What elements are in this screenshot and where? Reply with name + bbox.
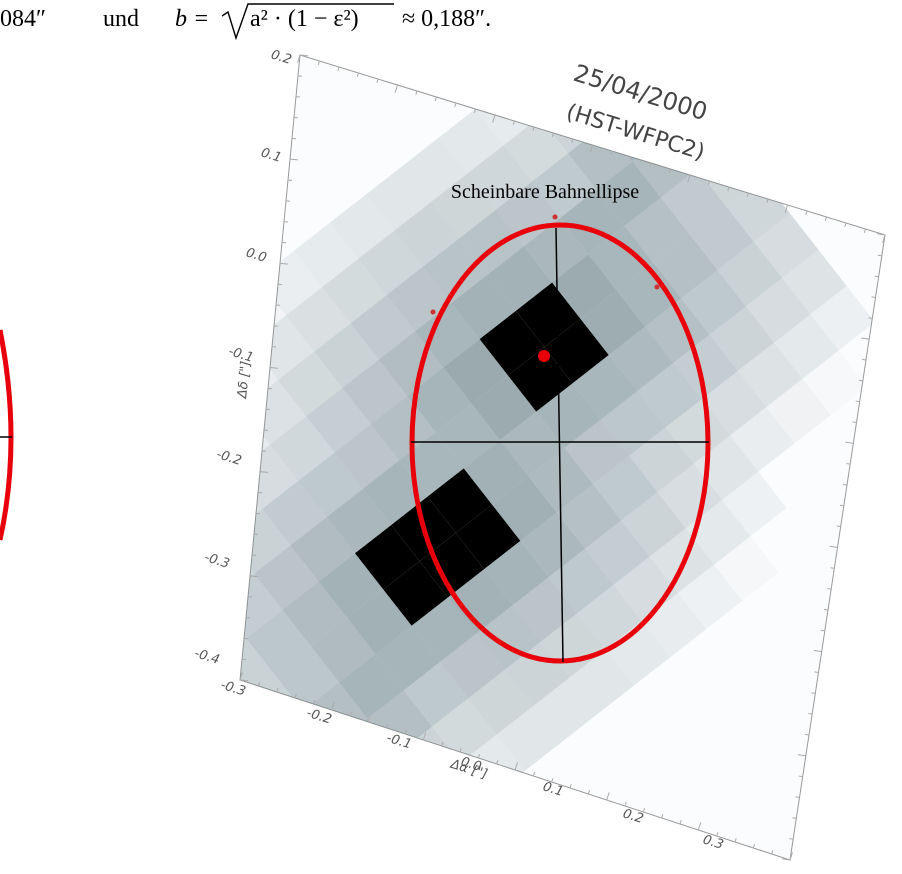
frame-tick bbox=[830, 568, 834, 569]
pixel bbox=[177, 372, 242, 437]
formula-result: ≈ 0,188″. bbox=[402, 6, 491, 32]
page: {"formula": {"prefix": "084″", "conjunct… bbox=[0, 0, 902, 874]
formula-prefix: 084″ bbox=[0, 6, 46, 32]
frame-tick bbox=[875, 276, 879, 277]
frame-tick bbox=[856, 401, 860, 402]
y-tick-label: 0.2 bbox=[269, 47, 293, 67]
figure: 084″ und b = a² · (1 − ε²) ≈ 0,188″. 25/… bbox=[0, 0, 902, 874]
pixel bbox=[125, 529, 190, 594]
frame-tick bbox=[859, 380, 863, 381]
pixel bbox=[198, 473, 263, 538]
frame-tick bbox=[815, 672, 819, 673]
frame-tick bbox=[811, 693, 815, 694]
ellipse-label: Scheinbare Bahnellipse bbox=[451, 181, 639, 203]
frame-tick bbox=[821, 630, 825, 631]
pixel bbox=[584, 0, 649, 61]
formula-conjunction: und bbox=[103, 6, 139, 32]
y-axis-label: Δδ ["] bbox=[235, 360, 254, 399]
pixel bbox=[511, 53, 576, 118]
y-tick-label: 0.0 bbox=[244, 245, 268, 265]
frame-tick bbox=[789, 839, 793, 840]
pixel bbox=[352, 819, 417, 874]
y-tick-label: -0.1 bbox=[227, 344, 256, 366]
frame-tick bbox=[862, 359, 866, 360]
frame-tick bbox=[843, 484, 847, 485]
pixel bbox=[169, 437, 234, 502]
pixel bbox=[360, 755, 425, 820]
pixel bbox=[133, 465, 198, 530]
pixel bbox=[331, 719, 396, 784]
frame-tick bbox=[868, 318, 872, 319]
pixel bbox=[388, 791, 453, 856]
formula-lhs: b = bbox=[175, 6, 209, 32]
star-position bbox=[538, 350, 550, 362]
y-tick-label: 0.1 bbox=[259, 145, 283, 165]
frame-tick bbox=[796, 797, 800, 798]
frame-tick bbox=[799, 776, 803, 777]
frame-tick bbox=[846, 464, 850, 465]
frame-tick bbox=[827, 589, 831, 590]
marker-dot bbox=[655, 285, 660, 290]
frame-tick bbox=[808, 714, 812, 715]
frame-tick bbox=[840, 505, 844, 506]
formula-radicand: a² · (1 − ε²) bbox=[250, 6, 359, 32]
partial-ellipse bbox=[0, 330, 11, 540]
y-tick-label: -0.4 bbox=[193, 646, 222, 668]
frame-tick bbox=[853, 422, 857, 423]
frame-tick bbox=[824, 609, 828, 610]
frame-tick bbox=[837, 526, 841, 527]
frame-tick bbox=[792, 818, 796, 819]
frame-tick bbox=[805, 734, 809, 735]
frame-tick bbox=[872, 297, 876, 298]
frame-tick bbox=[878, 255, 882, 256]
pixel bbox=[295, 747, 360, 812]
pixel bbox=[323, 783, 388, 848]
pixel bbox=[153, 566, 218, 631]
y-tick-label: -0.2 bbox=[215, 447, 244, 469]
marker-dot bbox=[431, 310, 436, 315]
marker-dot bbox=[553, 215, 558, 220]
y-tick-label: -0.3 bbox=[203, 550, 232, 572]
